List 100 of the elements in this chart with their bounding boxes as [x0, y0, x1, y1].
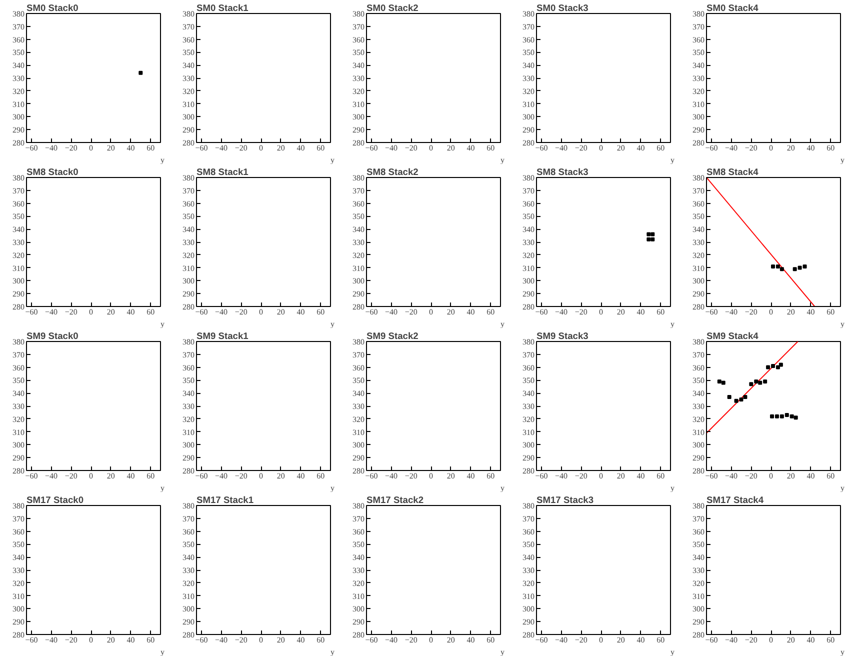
x-tick-label: 60 — [826, 308, 835, 316]
y-tick-label: 280 — [12, 138, 24, 148]
x-axis-title: y — [670, 320, 674, 328]
chart-title: SM8 Stack4 — [706, 167, 760, 177]
x-tick-label: 60 — [146, 636, 155, 644]
y-tick-label: 380 — [522, 174, 534, 182]
y-tick-label: 360 — [692, 199, 704, 208]
y-tick-label: 330 — [182, 566, 194, 575]
y-tick-label: 290 — [522, 126, 534, 135]
y-tick-label: 370 — [522, 186, 534, 196]
x-tick-label: 40 — [466, 472, 475, 480]
x-tick-label: −20 — [404, 144, 418, 152]
x-tick-label: 0 — [89, 636, 94, 644]
x-tick-label: −40 — [555, 308, 568, 316]
x-tick-label: 60 — [146, 144, 155, 152]
y-tick-label: 360 — [522, 527, 534, 536]
y-tick-label: 340 — [352, 553, 364, 562]
y-tick-label: 300 — [522, 604, 534, 614]
y-tick-label: 280 — [12, 302, 24, 312]
x-tick-label: 40 — [466, 636, 475, 644]
y-tick-label: 350 — [12, 540, 24, 550]
x-tick-label: 0 — [259, 144, 264, 152]
x-tick-label: −40 — [215, 472, 228, 480]
y-tick-label: 280 — [352, 302, 364, 312]
y-tick-label: 350 — [522, 540, 534, 550]
y-tick-label: 380 — [692, 10, 704, 18]
y-tick-label: 380 — [352, 502, 364, 510]
x-tick-label: −40 — [215, 144, 228, 152]
y-tick-label: 330 — [522, 238, 534, 247]
x-tick-label: 20 — [276, 472, 285, 480]
x-tick-label: 20 — [106, 308, 115, 316]
x-tick-label: −20 — [404, 472, 418, 480]
x-axis-title: y — [330, 320, 334, 328]
y-tick-label: 380 — [12, 338, 24, 346]
y-tick-label: 350 — [352, 540, 364, 550]
y-tick-label: 320 — [692, 86, 704, 96]
chart-title: SM0 Stack3 — [536, 3, 588, 13]
y-tick-label: 370 — [352, 186, 364, 196]
y-tick-label: 350 — [182, 540, 194, 550]
y-tick-label: 330 — [182, 402, 194, 411]
x-tick-label: 60 — [316, 472, 325, 480]
x-tick-label: 40 — [296, 308, 305, 316]
y-tick-label: 330 — [352, 402, 364, 411]
y-tick-label: 320 — [182, 578, 194, 588]
y-tick-label: 300 — [352, 604, 364, 614]
x-tick-label: −60 — [25, 144, 38, 152]
y-tick-label: 290 — [352, 618, 364, 627]
x-tick-label: 20 — [446, 472, 455, 480]
x-tick-label: 20 — [616, 636, 625, 644]
x-tick-label: 40 — [806, 144, 815, 152]
y-tick-label: 300 — [12, 440, 24, 450]
y-tick-label: 320 — [352, 86, 364, 96]
y-tick-label: 320 — [12, 250, 24, 260]
x-tick-label: 60 — [316, 636, 325, 644]
chart-title: SM17 Stack0 — [26, 495, 84, 505]
y-tick-label: 290 — [182, 454, 194, 463]
x-tick-label: 0 — [599, 144, 604, 152]
y-tick-label: 370 — [522, 22, 534, 32]
chart-title: SM17 Stack1 — [196, 495, 254, 505]
y-tick-label: 330 — [352, 74, 364, 83]
x-tick-label: −20 — [744, 144, 758, 152]
x-tick-label: −40 — [385, 308, 398, 316]
y-tick-label: 310 — [182, 264, 194, 273]
y-tick-label: 290 — [182, 126, 194, 135]
x-tick-label: −20 — [744, 472, 758, 480]
x-tick-label: −20 — [234, 472, 248, 480]
x-tick-label: 20 — [786, 636, 795, 644]
x-tick-label: −40 — [45, 144, 58, 152]
y-tick-label: 360 — [692, 363, 704, 372]
y-tick-label: 280 — [522, 630, 534, 640]
y-tick-label: 350 — [692, 540, 704, 550]
y-tick-label: 360 — [692, 527, 704, 536]
y-tick-label: 320 — [352, 414, 364, 424]
y-tick-label: 320 — [12, 86, 24, 96]
x-tick-label: 20 — [106, 144, 115, 152]
y-tick-label: 300 — [182, 440, 194, 450]
y-tick-label: 290 — [352, 454, 364, 463]
y-tick-label: 300 — [182, 604, 194, 614]
y-tick-label: 380 — [692, 174, 704, 182]
y-tick-label: 340 — [182, 225, 194, 234]
y-tick-label: 340 — [352, 61, 364, 70]
y-tick-label: 350 — [352, 212, 364, 222]
y-tick-label: 300 — [522, 276, 534, 286]
y-tick-label: 370 — [522, 350, 534, 360]
y-tick-label: 280 — [522, 302, 534, 312]
x-axis-title: y — [330, 156, 334, 164]
x-axis-title: y — [840, 320, 844, 328]
y-tick-label: 290 — [352, 290, 364, 299]
x-tick-label: −40 — [555, 636, 568, 644]
y-tick-label: 310 — [522, 264, 534, 273]
x-tick-label: −20 — [64, 472, 78, 480]
y-tick-label: 290 — [692, 454, 704, 463]
x-tick-label: 0 — [769, 144, 774, 152]
x-tick-label: −40 — [215, 308, 228, 316]
y-tick-label: 350 — [12, 376, 24, 386]
x-tick-label: 0 — [429, 472, 434, 480]
x-axis-title: y — [330, 484, 334, 492]
y-tick-label: 370 — [182, 350, 194, 360]
y-tick-label: 320 — [12, 414, 24, 424]
y-tick-label: 330 — [692, 402, 704, 411]
